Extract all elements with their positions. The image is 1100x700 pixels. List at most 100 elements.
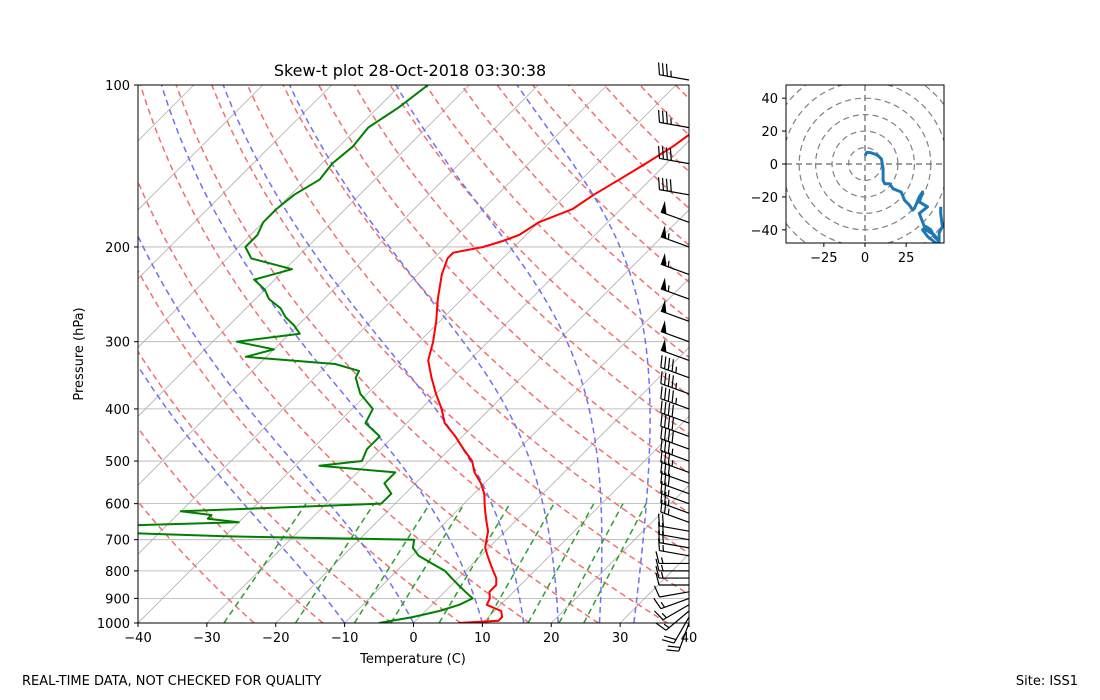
barb-staff [660,472,690,484]
barb-full [661,514,664,527]
wind-barb [660,386,690,410]
x-tick-label: −20 [262,631,289,646]
barb-full [667,452,671,465]
barb-flag [660,252,667,267]
barb-full [657,62,661,75]
barb-full [671,375,674,388]
barb-staff [660,597,690,610]
barb-staff [660,398,690,410]
barb-half [663,623,670,629]
barb-staff [660,482,690,495]
barb-staff [660,450,690,462]
dry-adiabat-line [138,500,255,623]
barb-full [671,359,674,372]
wind-barb [660,481,690,505]
y-tick-label: 100 [105,79,130,94]
x-tick-label: 0 [409,631,417,646]
y-tick-label: 800 [105,565,130,580]
wind-barb [660,371,690,395]
temperature-profile [427,133,689,623]
wind-barb [653,597,690,610]
barb-full [669,148,672,161]
y-tick-label: 600 [105,498,130,513]
dewpoint-profile [138,85,474,623]
barb-full [653,585,661,598]
wind-barb [657,62,690,81]
barb-full [660,426,663,439]
dry-adiabat-line [567,85,689,210]
barb-full [661,63,664,76]
wind-barb [660,299,690,322]
barb-staff [660,461,690,474]
barb-full [663,451,667,464]
isotherm-line [138,85,608,555]
y-tick-label: 700 [105,534,130,549]
barb-full [667,645,681,649]
wind-barb [660,426,690,450]
barb-full [663,427,667,441]
moist-adiabat-line [138,364,346,623]
wind-barb [660,277,690,300]
barb-full [666,649,679,652]
barb-full [660,400,663,413]
wind-barb [655,551,689,565]
hodo-y-tick-label: −20 [751,191,778,206]
barb-flag [660,320,667,334]
barb-half [675,397,678,405]
mixing-ratio-line [353,503,431,623]
barb-full [663,356,667,369]
skewt-axes: −40 −30 −20 −10 0 10 20 30 401002003004005006007… [97,79,697,646]
barb-full [667,416,671,429]
dry-adiabat-line [138,426,324,623]
skewt-chart: −40 −30 −20 −10 0 10 20 30 401002003004005006007… [72,61,697,667]
dry-adiabat-line [318,85,689,475]
x-tick-label: −10 [331,631,358,646]
barb-full [660,371,663,384]
isotherm-line [138,85,195,142]
barb-half [671,448,674,455]
barb-flag [660,299,667,314]
barb-staff [662,604,690,621]
dry-adiabat-line [674,85,689,100]
barb-full [665,63,668,77]
wind-barb [660,252,690,276]
wind-barb [660,400,690,424]
isotherm-line [206,140,689,623]
barb-full [663,491,667,505]
barb-staff [660,330,690,343]
isotherm-line [275,209,689,623]
moist-adiabat-line [395,85,603,623]
hodo-y-tick-label: 20 [761,125,778,140]
barb-full [655,622,667,631]
barb-staff [673,616,690,644]
barb-full [665,111,668,124]
barb-staff [659,525,690,532]
barb-staff [678,622,690,652]
y-tick-label: 400 [105,403,130,418]
dry-adiabat-line [211,85,689,596]
barb-half [660,557,664,564]
barb-full [663,439,667,453]
mixing-ratio-line [558,503,624,623]
barb-flag [660,277,667,291]
barb-full [657,146,661,159]
barb-staff [660,263,690,276]
skewt-background-lines [138,85,689,623]
barb-half [667,285,670,292]
hodograph-chart: −25 0 25 40 20 0 −20 −40 [751,84,945,266]
hodo-x-tick-label: 25 [898,251,915,266]
barb-full [663,482,667,495]
barb-full [660,386,663,399]
y-tick-label: 1000 [97,617,130,632]
barb-full [657,110,661,123]
barb-full [665,178,668,192]
mixing-ratio-line [223,503,307,623]
site-label: Site: ISS1 [1015,674,1078,689]
barb-full [660,499,663,513]
barb-full [660,355,663,368]
hodograph-rings [786,85,944,243]
skewt-profiles [138,85,689,623]
moist-adiabat-line [138,234,415,623]
isotherm-line [138,85,264,211]
barb-half [667,233,670,240]
